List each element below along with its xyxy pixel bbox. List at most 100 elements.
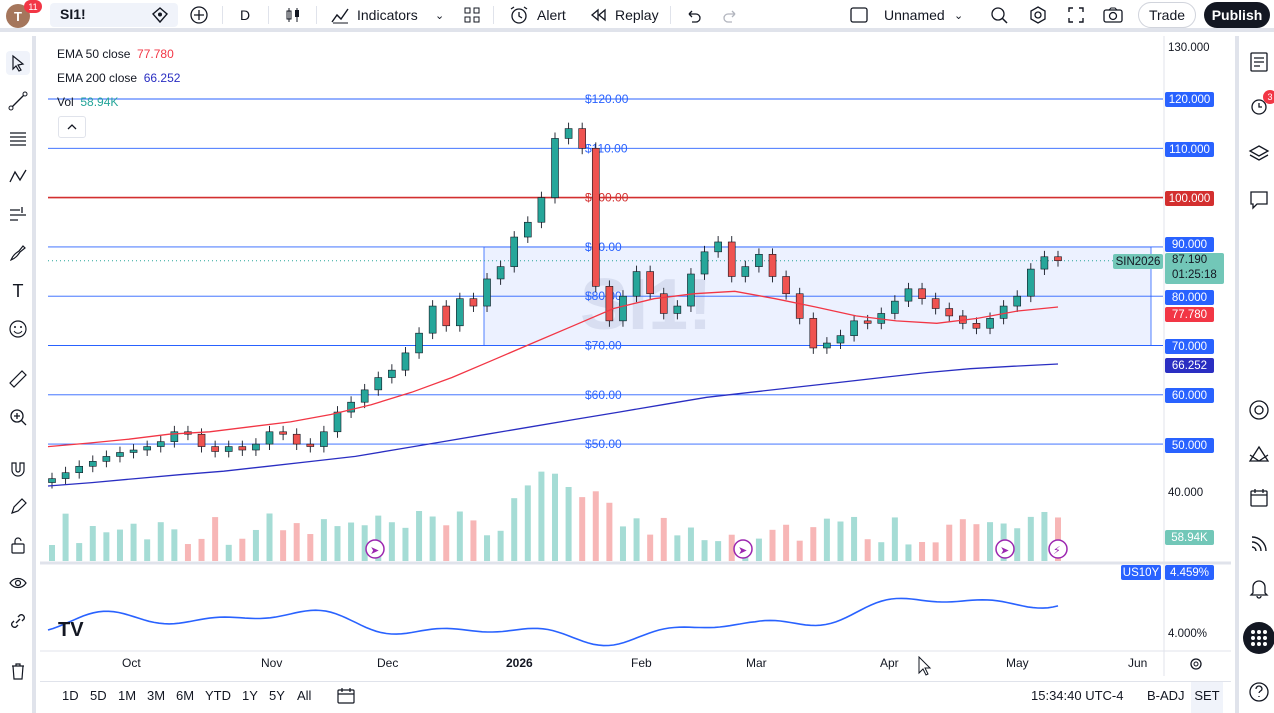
indicators-button[interactable]: Indicators	[357, 7, 418, 23]
bottom-toolbar: 1D 5D 1M 3M 6M YTD 1Y 5Y All 15:34:40 UT…	[40, 681, 1231, 713]
layout-name[interactable]: Unnamed	[884, 7, 945, 23]
fullscreen-icon[interactable]	[1066, 0, 1086, 30]
eye-icon[interactable]	[6, 571, 30, 595]
range-1y[interactable]: 1Y	[242, 688, 258, 703]
emoji-icon[interactable]	[6, 317, 30, 341]
candle-body	[659, 293, 668, 314]
products-grid-icon[interactable]	[1243, 622, 1274, 654]
ema50-line	[47, 290, 1059, 448]
legend-ema200[interactable]: EMA 200 close 66.252	[57, 71, 180, 85]
calendar-icon[interactable]	[1245, 484, 1273, 512]
speedometer-icon[interactable]	[1245, 396, 1273, 424]
trend-line-icon[interactable]	[6, 89, 30, 113]
lock-icon[interactable]	[6, 533, 30, 557]
legend-volume[interactable]: Vol 58.94K	[57, 95, 118, 109]
help-icon[interactable]	[1245, 678, 1273, 706]
range-5d[interactable]: 5D	[90, 688, 107, 703]
volume-bar	[905, 544, 912, 561]
alert-button[interactable]: Alert	[537, 7, 566, 23]
candle-body	[510, 236, 519, 267]
brush-icon[interactable]	[6, 241, 30, 265]
ideas-stream-icon[interactable]	[1245, 440, 1273, 468]
candle-body	[292, 433, 301, 445]
trade-button[interactable]: Trade	[1138, 2, 1196, 28]
watchlist-icon[interactable]	[1245, 48, 1273, 76]
range-6m[interactable]: 6M	[176, 688, 195, 703]
redo-icon[interactable]	[722, 0, 740, 30]
volume-bar	[130, 523, 137, 561]
camera-snapshot-icon[interactable]	[1102, 0, 1124, 30]
session-toggle[interactable]: SET	[1191, 682, 1223, 713]
volume-bar	[89, 526, 96, 561]
clock-timezone[interactable]: 15:34:40 UTC-4	[1031, 688, 1124, 703]
chevron-down-icon[interactable]: ⌄	[435, 9, 445, 22]
forecast-tool-icon[interactable]	[6, 203, 30, 227]
templates-grid-icon[interactable]	[462, 0, 482, 30]
collapse-legend-button[interactable]	[58, 116, 86, 138]
volume-bar	[878, 542, 885, 561]
candle-body	[999, 305, 1008, 319]
current-price: 87.190	[1172, 254, 1208, 266]
magnet-icon[interactable]	[6, 457, 30, 481]
trash-icon[interactable]	[6, 659, 30, 683]
range-ytd[interactable]: YTD	[205, 688, 231, 703]
back-adjust-toggle[interactable]: B-ADJ	[1147, 688, 1185, 703]
publish-button[interactable]: Publish	[1204, 2, 1270, 28]
notifications-bell-icon[interactable]	[1245, 574, 1273, 602]
replay-button[interactable]: Replay	[615, 7, 659, 23]
candle-body	[347, 401, 355, 413]
volume-bar	[1041, 511, 1048, 561]
volume-bar	[946, 524, 953, 561]
candle-body	[591, 148, 600, 287]
volume-bar	[103, 532, 110, 561]
candle-body	[61, 472, 70, 479]
chart-pane[interactable]: SI1!$120.00$110.00$100.00$90.00$80.00$70…	[40, 36, 1231, 676]
settings-gear-icon[interactable]	[1028, 0, 1048, 30]
undo-icon[interactable]	[684, 0, 702, 30]
goto-date-calendar-icon[interactable]	[336, 687, 356, 708]
chat-icon[interactable]	[1245, 186, 1273, 214]
favorite-diamond-icon[interactable]	[150, 5, 170, 28]
event-marker-icon	[365, 539, 385, 559]
zoom-in-icon[interactable]	[6, 405, 30, 429]
compare-add-icon[interactable]	[189, 0, 209, 30]
candle-body	[129, 449, 138, 453]
rewind-icon[interactable]	[588, 0, 608, 30]
volume-bar	[320, 519, 327, 561]
quick-search-icon[interactable]	[989, 0, 1009, 30]
interval-button[interactable]: D	[240, 7, 251, 23]
range-3m[interactable]: 3M	[147, 688, 166, 703]
text-tool-icon[interactable]: T	[12, 280, 24, 301]
level-label-110: 110.000	[1165, 142, 1214, 157]
fib-retracement-icon[interactable]	[6, 127, 30, 151]
chevron-down-icon[interactable]: ⌄	[954, 9, 964, 22]
layout-checkbox-icon[interactable]	[849, 0, 869, 30]
level-label-90: 90.000	[1165, 237, 1214, 252]
tradingview-logo-icon: TV	[58, 619, 84, 641]
cursor-icon[interactable]	[6, 51, 30, 75]
alarm-clock-icon[interactable]	[508, 0, 530, 30]
candle-body	[442, 305, 451, 327]
price-chart[interactable]: SI1!$120.00$110.00$100.00$90.00$80.00$70…	[40, 36, 1231, 676]
range-1m[interactable]: 1M	[118, 688, 137, 703]
candle-body	[1054, 256, 1062, 262]
time-label-jun: Jun	[1128, 656, 1148, 670]
range-1d[interactable]: 1D	[62, 688, 79, 703]
indicators-icon[interactable]	[330, 0, 350, 30]
symbol-search[interactable]: SI1!	[50, 3, 178, 27]
ruler-icon[interactable]	[6, 367, 30, 391]
legend-ema50[interactable]: EMA 50 close 77.780	[57, 47, 174, 61]
range-all[interactable]: All	[297, 688, 312, 703]
layers-icon[interactable]	[1245, 140, 1273, 168]
pattern-tool-icon[interactable]	[6, 165, 30, 189]
range-5y[interactable]: 5Y	[269, 688, 285, 703]
candles-style-icon[interactable]	[283, 0, 303, 30]
link-icon[interactable]	[6, 609, 30, 633]
candle-body	[415, 332, 423, 354]
candle-body	[850, 320, 858, 336]
alerts-clock-icon[interactable]	[1245, 92, 1273, 120]
volume-bar	[484, 535, 491, 561]
time-axis-settings-icon[interactable]	[1188, 656, 1204, 675]
stay-in-drawing-icon[interactable]	[6, 495, 30, 519]
broadcast-icon[interactable]	[1245, 530, 1273, 558]
